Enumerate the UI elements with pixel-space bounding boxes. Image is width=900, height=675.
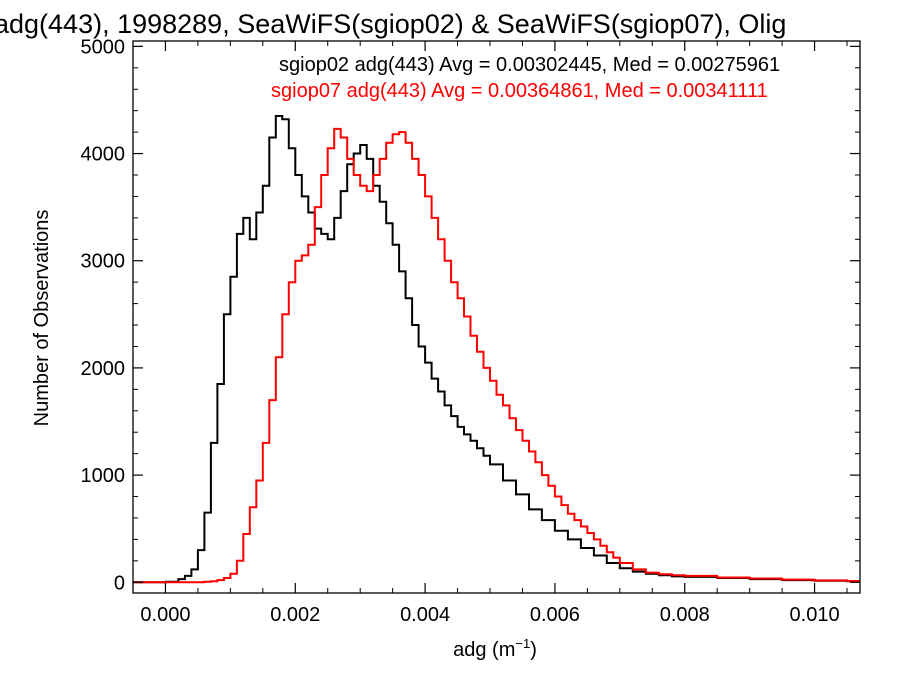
x-tick-label: 0.002	[270, 604, 320, 626]
series-layer	[133, 115, 860, 584]
legend-entry-sgiop02: sgiop02 adg(443) Avg = 0.00302445, Med =…	[279, 54, 780, 76]
legend-entry-sgiop07: sgiop07 adg(443) Avg = 0.00364861, Med =…	[271, 80, 768, 102]
x-tick-label: 0.006	[530, 604, 580, 626]
x-tick-label: 0.000	[140, 604, 190, 626]
x-tick-label: 0.010	[790, 604, 840, 626]
y-tick-label: 3000	[81, 251, 126, 273]
x-axis-label-close: )	[530, 639, 537, 661]
x-tick-label: 0.008	[660, 604, 710, 626]
y-tick-label: 0	[114, 572, 125, 594]
legend: sgiop02 adg(443) Avg = 0.00302445, Med =…	[271, 54, 780, 102]
series-line-sgiop07	[133, 127, 860, 584]
x-axis: 0.000 0.002 0.004 0.006 0.008 0.010	[140, 41, 848, 626]
plot-frame	[132, 40, 861, 594]
y-axis-label: Number of Observations	[31, 210, 53, 427]
chart-title: adg(443), 1998289, SeaWiFS(sgiop02) & Se…	[0, 9, 786, 39]
y-tick-label: 4000	[81, 144, 126, 166]
series-line-sgiop02	[133, 115, 860, 584]
x-axis-label-superscript: −1	[515, 636, 530, 651]
y-tick-label: 5000	[81, 36, 126, 58]
y-tick-label: 2000	[81, 358, 126, 380]
y-axis: 0 1000 2000 3000 4000 5000	[81, 36, 860, 594]
y-tick-label: 1000	[81, 465, 126, 487]
x-axis-label: adg (m−1)	[453, 636, 537, 661]
x-tick-label: 0.004	[400, 604, 450, 626]
